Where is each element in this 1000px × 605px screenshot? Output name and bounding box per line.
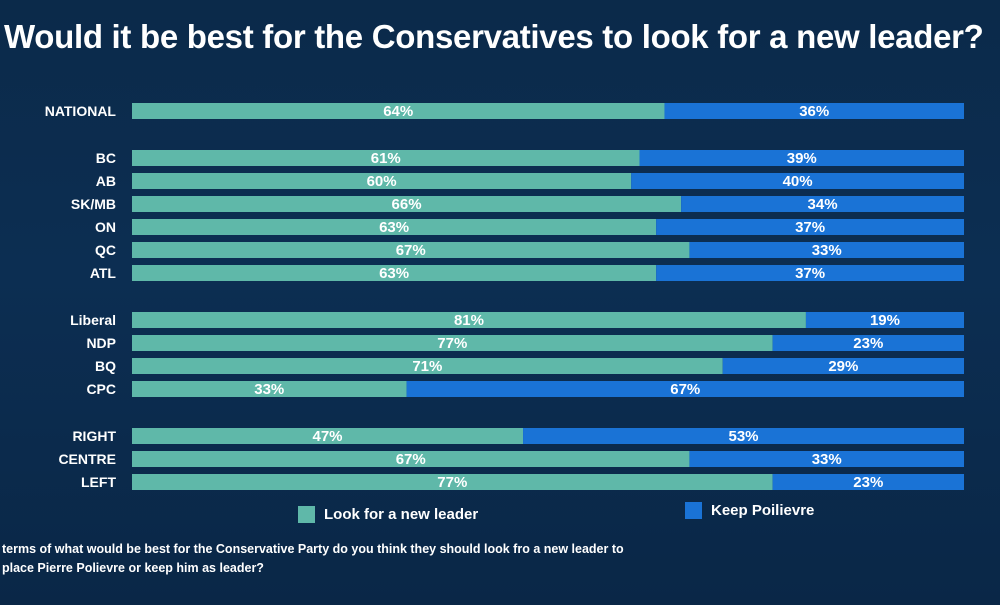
bar-keep-cpc bbox=[406, 381, 964, 397]
value-label-look-right: 47% bbox=[313, 428, 343, 445]
value-label-look-liberal: 81% bbox=[454, 312, 484, 329]
category-label-centre: CENTRE bbox=[58, 451, 116, 467]
category-label-bq: BQ bbox=[95, 358, 116, 374]
category-label-on: ON bbox=[95, 219, 116, 235]
bar-keep-atl bbox=[656, 265, 964, 281]
value-label-look-national: 64% bbox=[383, 103, 413, 120]
bar-look-national bbox=[132, 103, 665, 119]
value-label-look-atl: 63% bbox=[379, 265, 409, 282]
category-label-qc: QC bbox=[95, 242, 116, 258]
category-label-right: RIGHT bbox=[72, 428, 116, 444]
bar-keep-right bbox=[523, 428, 964, 444]
bar-keep-bq bbox=[722, 358, 964, 374]
value-label-look-cpc: 33% bbox=[254, 381, 284, 398]
stacked-bar-chart: NATIONAL 64% 36% BC 61% 39% AB 60% 40% SK/MB 66% 34… bbox=[45, 103, 964, 491]
bar-look-qc bbox=[132, 242, 690, 258]
value-label-look-sk-mb: 66% bbox=[392, 196, 422, 213]
category-label-sk-mb: SK/MB bbox=[71, 196, 116, 212]
value-label-keep-right: 53% bbox=[729, 428, 759, 445]
bar-look-ndp bbox=[132, 335, 773, 351]
value-label-keep-left: 23% bbox=[853, 474, 883, 491]
bar-keep-left bbox=[772, 474, 964, 490]
bar-look-cpc bbox=[132, 381, 407, 397]
legend-label-look: Look for a new leader bbox=[324, 506, 479, 523]
value-label-keep-cpc: 67% bbox=[670, 381, 700, 398]
footnote-line-1: terms of what would be best for the Cons… bbox=[2, 542, 624, 556]
footnote-line-2: place Pierre Polievre or keep him as lea… bbox=[2, 560, 264, 575]
value-label-keep-sk-mb: 34% bbox=[808, 196, 838, 213]
bar-look-atl bbox=[132, 265, 657, 281]
category-label-cpc: CPC bbox=[86, 381, 116, 397]
bar-keep-liberal bbox=[805, 312, 964, 328]
bar-keep-qc bbox=[689, 242, 964, 258]
value-label-look-qc: 67% bbox=[396, 242, 426, 259]
value-label-look-ndp: 77% bbox=[437, 335, 467, 352]
category-label-bc: BC bbox=[96, 150, 116, 166]
legend-swatch-keep bbox=[685, 502, 702, 519]
value-label-keep-centre: 33% bbox=[812, 451, 842, 468]
value-label-look-centre: 67% bbox=[396, 451, 426, 468]
category-label-liberal: Liberal bbox=[70, 312, 116, 328]
bar-keep-sk-mb bbox=[681, 196, 964, 212]
legend-label-keep: Keep Poilievre bbox=[711, 502, 815, 519]
category-label-ndp: NDP bbox=[86, 335, 116, 351]
value-label-keep-ab: 40% bbox=[783, 173, 813, 190]
bar-look-ab bbox=[132, 173, 632, 189]
category-label-left: LEFT bbox=[81, 474, 116, 490]
bar-keep-ndp bbox=[772, 335, 964, 351]
legend-item-look: Look for a new leader bbox=[298, 506, 478, 523]
value-label-look-on: 63% bbox=[379, 219, 409, 236]
bar-keep-national bbox=[664, 103, 964, 119]
bar-look-right bbox=[132, 428, 524, 444]
bar-look-left bbox=[132, 474, 773, 490]
category-label-atl: ATL bbox=[90, 265, 117, 281]
bar-look-bc bbox=[132, 150, 640, 166]
survey-question-footnote: terms of what would be best for the Cons… bbox=[2, 540, 722, 578]
value-label-look-ab: 60% bbox=[367, 173, 397, 190]
bar-keep-ab bbox=[631, 173, 964, 189]
value-label-keep-qc: 33% bbox=[812, 242, 842, 259]
value-label-keep-liberal: 19% bbox=[870, 312, 900, 329]
legend-item-keep: Keep Poilievre bbox=[685, 502, 814, 519]
chart-legend: Look for a new leader Keep Poilievre bbox=[0, 502, 1000, 532]
bar-keep-centre bbox=[689, 451, 964, 467]
value-label-keep-bc: 39% bbox=[787, 150, 817, 167]
category-label-national: NATIONAL bbox=[45, 103, 117, 119]
bar-keep-on bbox=[656, 219, 964, 235]
value-label-look-left: 77% bbox=[437, 474, 467, 491]
value-label-keep-on: 37% bbox=[795, 219, 825, 236]
bar-look-liberal bbox=[132, 312, 806, 328]
bar-keep-bc bbox=[639, 150, 964, 166]
value-label-keep-ndp: 23% bbox=[853, 335, 883, 352]
category-label-ab: AB bbox=[96, 173, 116, 189]
value-label-keep-national: 36% bbox=[799, 103, 829, 120]
value-label-look-bq: 71% bbox=[412, 358, 442, 375]
bar-look-centre bbox=[132, 451, 690, 467]
legend-swatch-look bbox=[298, 506, 315, 523]
value-label-look-bc: 61% bbox=[371, 150, 401, 167]
bar-look-sk-mb bbox=[132, 196, 682, 212]
bar-look-bq bbox=[132, 358, 723, 374]
bar-look-on bbox=[132, 219, 657, 235]
value-label-keep-atl: 37% bbox=[795, 265, 825, 282]
value-label-keep-bq: 29% bbox=[828, 358, 858, 375]
chart-title: Would it be best for the Conservatives t… bbox=[4, 18, 984, 55]
